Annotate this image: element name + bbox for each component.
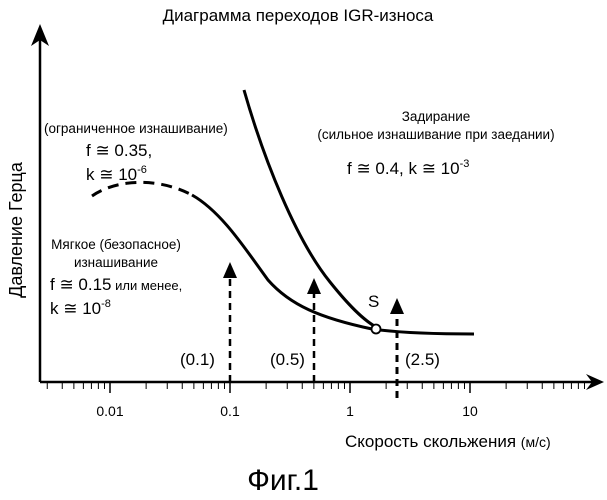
- scuffing-fk: f ≅ 0.4, k ≅ 10-3: [347, 158, 469, 178]
- marker-arrow-0.1: [223, 262, 237, 278]
- limited-wear-title: (ограниченное изнашивание): [44, 121, 228, 136]
- mild-wear-annotation: Мягкое (безопасное) изнашивание f ≅ 0.15…: [50, 237, 182, 318]
- marker-label-2.5: (2.5): [405, 350, 440, 369]
- x-tick-label-0.1: 0.1: [220, 403, 240, 419]
- x-tick-label-0.01: 0.01: [96, 403, 123, 419]
- limited-wear-annotation: (ограниченное изнашивание) f ≅ 0.35, k ≅…: [44, 121, 228, 184]
- diagram-title: Диаграмма переходов IGR-износа: [163, 6, 434, 25]
- mild-wear-f: f ≅ 0.15 или менее,: [50, 275, 182, 294]
- scuffing-annotation: Задирание (сильное изнашивание при заеда…: [317, 109, 554, 178]
- y-axis-label: Давление Герца: [6, 161, 26, 298]
- marker-arrow-2.5: [390, 298, 404, 314]
- point-s-label: S: [368, 292, 379, 311]
- limited-wear-k: k ≅ 10-6: [86, 164, 147, 184]
- axes: [31, 24, 604, 390]
- marker-label-0.5: (0.5): [270, 350, 305, 369]
- x-tick-label-1: 1: [346, 403, 354, 419]
- velocity-markers: (0.1) (0.5) (2.5): [180, 262, 440, 398]
- limited-wear-f: f ≅ 0.35,: [86, 141, 152, 160]
- marker-label-0.1: (0.1): [180, 350, 215, 369]
- mild-wear-subtitle: изнашивание: [74, 255, 158, 270]
- limited-wear-boundary-dashed: [92, 182, 192, 196]
- marker-arrow-0.5: [307, 278, 321, 294]
- scuffing-desc: (сильное изнашивание при заедании): [317, 127, 554, 142]
- mild-wear-title: Мягкое (безопасное): [51, 237, 181, 252]
- mild-wear-k: k ≅ 10-8: [50, 298, 111, 318]
- scuffing-title: Задирание: [402, 109, 471, 124]
- transition-point-s: [372, 325, 381, 334]
- x-axis-label: Скорость скольжения (м/с): [345, 432, 551, 451]
- mild-wear-boundary: [192, 195, 474, 334]
- x-tick-label-10: 10: [462, 403, 478, 419]
- figure-caption: Фиг.1: [247, 464, 319, 497]
